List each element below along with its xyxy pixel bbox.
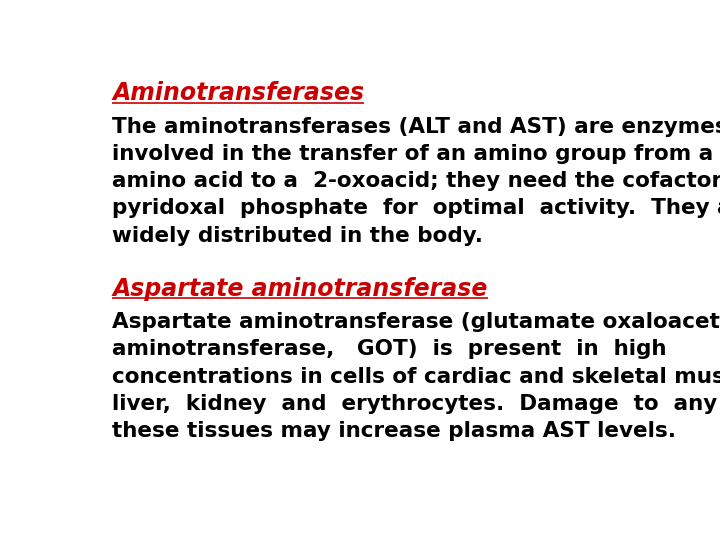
Text: Aspartate aminotransferase: Aspartate aminotransferase bbox=[112, 277, 487, 301]
Text: Aspartate aminotransferase (glutamate oxaloacetate
aminotransferase,   GOT)  is : Aspartate aminotransferase (glutamate ox… bbox=[112, 312, 720, 441]
Text: The aminotransferases (ALT and AST) are enzymes
involved in the transfer of an a: The aminotransferases (ALT and AST) are … bbox=[112, 117, 720, 246]
Text: Aminotransferases: Aminotransferases bbox=[112, 82, 364, 105]
